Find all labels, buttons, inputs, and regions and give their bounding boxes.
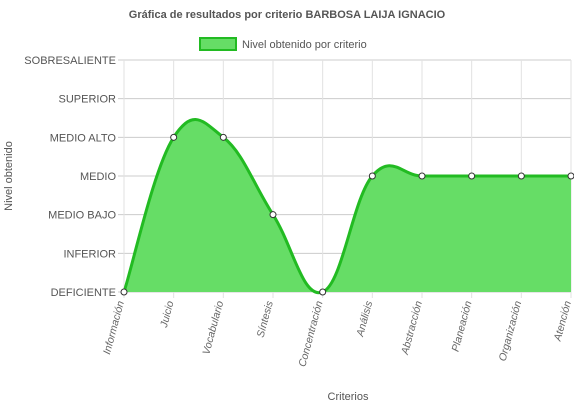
x-axis-title: Criterios (328, 391, 369, 403)
x-axis-ticks: Información Juicio Vocabulario Síntesis Conc… (101, 299, 574, 368)
x-tick-label: Planeación (450, 300, 475, 353)
x-tick-label: Análisis (354, 299, 375, 339)
x-tick-label: Síntesis (255, 299, 276, 339)
y-tick-label: MEDIO (80, 171, 117, 183)
data-points (120, 133, 574, 296)
x-tick-label: Juicio (158, 300, 177, 330)
y-tick-label: MEDIO BAJO (48, 210, 116, 222)
y-tick-label: DEFICIENTE (51, 287, 116, 299)
legend-label: Nivel obtenido por criterio (242, 39, 367, 51)
y-tick-label: INFERIOR (63, 248, 116, 260)
chart-title: Gráfica de resultados por criterio BARBO… (129, 9, 446, 21)
data-point[interactable] (120, 288, 128, 296)
legend-swatch (199, 37, 237, 51)
plot-area (122, 118, 571, 295)
data-point[interactable] (567, 172, 574, 180)
x-tick-label: Vocabulario (200, 300, 226, 356)
data-point[interactable] (170, 133, 178, 141)
x-tick-label: Concentración (296, 300, 325, 369)
x-tick-label: Organización (497, 300, 525, 363)
y-tick-label: MEDIO ALTO (50, 132, 117, 144)
legend[interactable]: Nivel obtenido por criterio (199, 37, 367, 51)
data-point[interactable] (219, 133, 227, 141)
data-point[interactable] (368, 172, 376, 180)
series-area (124, 119, 571, 293)
x-tick-label: Información (101, 300, 127, 356)
y-axis-title: Nivel obtenido (3, 141, 15, 211)
data-point[interactable] (468, 172, 476, 180)
x-tick-label: Abstracción (399, 300, 425, 357)
x-tick-label: Atención (551, 300, 573, 344)
data-point[interactable] (517, 172, 525, 180)
y-axis-ticks: DEFICIENTE INFERIOR MEDIO BAJO MEDIO MEDIO A… (24, 55, 116, 299)
y-tick-label: SUPERIOR (59, 94, 117, 106)
y-tick-label: SOBRESALIENTE (24, 55, 116, 67)
data-point[interactable] (319, 288, 327, 296)
series-line (122, 118, 571, 295)
data-point[interactable] (418, 172, 426, 180)
data-point[interactable] (269, 211, 277, 219)
